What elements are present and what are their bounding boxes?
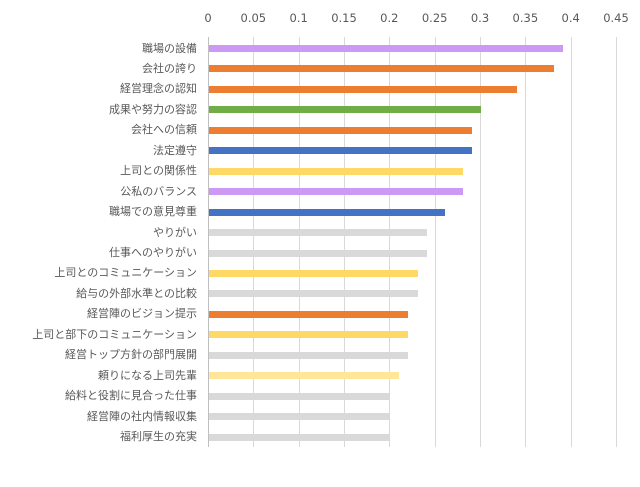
bar: [209, 331, 408, 338]
x-tick-label: 0: [204, 11, 212, 25]
y-axis-line: [208, 37, 209, 447]
bar: [209, 229, 427, 236]
x-tick-label: 0.2: [380, 11, 399, 25]
gridline: [389, 37, 390, 447]
category-label: 上司とのコミュニケーション: [54, 266, 197, 280]
category-label: 仕事へのやりがい: [109, 246, 197, 259]
category-label: 会社の誇り: [142, 61, 197, 75]
bar: [209, 168, 463, 175]
category-label: 職場での意見尊重: [109, 205, 197, 219]
category-label: 法定遵守: [153, 143, 197, 157]
category-label: 成果や努力の容認: [109, 102, 197, 116]
x-tick-label: 0.4: [561, 11, 580, 25]
category-label: 上司との関係性: [120, 164, 197, 178]
bar: [209, 209, 445, 216]
category-label: やりがい: [153, 225, 197, 239]
bar: [209, 147, 472, 154]
category-label: 給料と役割に見合った仕事: [65, 389, 197, 403]
gridline: [344, 37, 345, 447]
category-label: 経営理念の認知: [120, 82, 197, 96]
gridline: [435, 37, 436, 447]
bar: [209, 372, 399, 379]
category-label: 上司と部下のコミュニケーション: [32, 327, 197, 341]
category-label: 経営陣のビジョン提示: [87, 307, 197, 321]
bar: [209, 413, 390, 420]
x-tick-label: 0.15: [331, 11, 357, 25]
bar: [209, 352, 408, 359]
category-label: 給与の外部水準との比較: [76, 286, 197, 300]
gridline: [525, 37, 526, 447]
x-tick-label: 0.25: [421, 11, 448, 25]
category-label: 福利厚生の充実: [120, 430, 197, 444]
category-label: 経営陣の社内情報収集: [87, 409, 197, 423]
category-label: 会社への信頼: [131, 123, 197, 137]
bar: [209, 188, 463, 195]
bar: [209, 106, 481, 113]
gridline: [571, 37, 572, 447]
category-label: 頼りになる上司先輩: [98, 368, 197, 382]
bar: [209, 311, 408, 318]
bar: [209, 127, 472, 134]
bar: [209, 250, 427, 257]
x-tick-label: 0.3: [470, 11, 490, 25]
bar: [209, 434, 390, 441]
x-tick-label: 0.35: [512, 11, 539, 25]
gridline: [480, 37, 481, 447]
gridline: [253, 37, 254, 447]
bar: [209, 270, 418, 277]
gridline: [299, 37, 300, 447]
bar: [209, 86, 517, 93]
bar: [209, 393, 390, 400]
category-label: 公私のバランス: [120, 184, 197, 198]
x-tick-label: 0.45: [603, 11, 629, 25]
gridline: [616, 37, 617, 447]
x-tick-label: 0.05: [240, 11, 267, 25]
category-label: 経営トップ方針の部門展開: [65, 348, 197, 362]
bar: [209, 290, 418, 297]
bar: [209, 65, 554, 72]
category-label: 職場の設備: [142, 41, 197, 55]
bar: [209, 45, 563, 52]
x-tick-label: 0.1: [289, 11, 308, 25]
